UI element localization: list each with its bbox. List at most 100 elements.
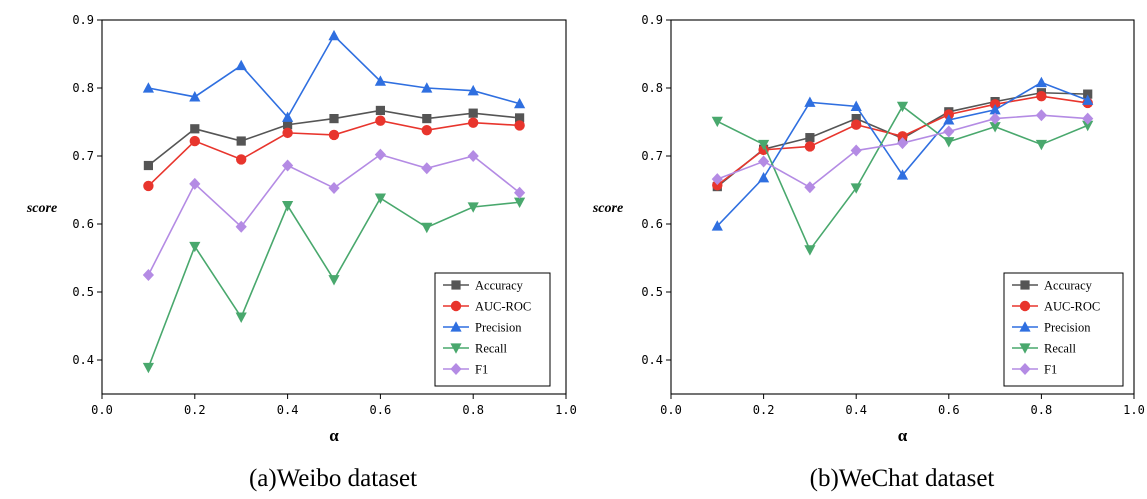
data-point-f1: [804, 181, 816, 194]
data-point-auc-roc: [189, 135, 200, 147]
data-point-accuracy: [805, 133, 815, 143]
data-point-recall: [189, 241, 201, 253]
y-tick-label: 0.6: [72, 217, 94, 231]
data-point-f1: [374, 148, 386, 161]
y-axis-label: score: [26, 201, 57, 216]
data-point-precision: [943, 114, 955, 125]
x-axis-label: α: [329, 426, 339, 445]
y-tick-label: 0.9: [72, 13, 94, 27]
data-point-precision: [1035, 76, 1047, 88]
legend-marker: [1019, 363, 1031, 375]
y-tick-label: 0.7: [641, 149, 663, 163]
legend-label: Precision: [1044, 321, 1091, 335]
chart-panel-b: 0.4 0.5 0.6 0.7 0.8 0.9 0.0 0.2 0.4 0.6 0.8 1.0 scor…: [592, 13, 1145, 492]
legend-label: Accuracy: [475, 279, 524, 293]
plot-frame: [101, 19, 567, 395]
y-tick-label: 0.5: [72, 285, 94, 299]
x-axis-label: α: [898, 426, 908, 445]
legend: Accuracy AUC-ROC Precision Recall F1: [434, 272, 551, 387]
data-point-f1: [1082, 112, 1094, 125]
legend-marker: [1019, 321, 1031, 332]
legend-label: Recall: [475, 342, 507, 356]
legend-label: AUC-ROC: [475, 300, 531, 314]
data-point-precision: [282, 111, 294, 122]
y-tick-label: 0.9: [641, 13, 663, 27]
data-point-precision: [711, 220, 723, 231]
panel-caption: (b)WeChat dataset: [810, 465, 995, 492]
chart-panel-a: 0.4 0.5 0.6 0.7 0.8 0.9 0.0 0.2 0.4 0.6 0.8 1.0 scor…: [26, 13, 577, 492]
data-point-recall: [896, 101, 909, 113]
legend-label: F1: [1044, 363, 1057, 377]
x-tick-label: 1.0: [1123, 403, 1145, 417]
data-point-recall: [514, 197, 526, 209]
data-point-f1: [1035, 109, 1047, 122]
legend-label: Precision: [475, 321, 522, 335]
y-tick-label: 0.8: [72, 81, 94, 95]
data-point-accuracy: [515, 113, 525, 123]
data-point-f1: [943, 125, 955, 138]
data-point-accuracy: [329, 114, 339, 124]
data-point-recall: [467, 202, 479, 213]
data-point-recall: [1082, 120, 1094, 132]
legend-marker: [450, 343, 462, 354]
x-tick-label: 0.8: [462, 403, 484, 417]
y-tick-label: 0.7: [72, 149, 94, 163]
data-point-recall: [943, 137, 955, 148]
data-point-accuracy: [851, 114, 861, 124]
data-point-precision: [1082, 94, 1094, 105]
legend-marker: [451, 280, 461, 290]
data-point-accuracy: [143, 160, 153, 171]
data-point-f1: [850, 144, 862, 157]
legend-marker: [1019, 343, 1031, 354]
legend-marker: [1020, 280, 1030, 290]
data-point-recall: [1035, 139, 1047, 151]
data-point-f1: [142, 269, 154, 281]
data-point-auc-roc: [375, 115, 386, 126]
data-point-recall: [804, 245, 816, 256]
data-point-precision: [896, 169, 909, 180]
data-point-precision: [328, 29, 340, 41]
y-tick-label: 0.5: [641, 285, 663, 299]
legend-marker: [450, 300, 462, 312]
data-point-f1: [235, 220, 247, 233]
legend-label: Accuracy: [1044, 279, 1093, 293]
data-point-f1: [421, 162, 433, 175]
data-point-auc-roc: [468, 117, 479, 128]
data-point-recall: [235, 312, 247, 323]
data-point-precision: [467, 84, 479, 96]
x-tick-label: 0.6: [938, 403, 960, 417]
y-tick-label: 0.6: [641, 217, 663, 231]
x-tick-label: 0.8: [1031, 403, 1053, 417]
x-tick-label: 0.2: [184, 403, 206, 417]
data-point-auc-roc: [804, 141, 816, 152]
legend: Accuracy AUC-ROC Precision Recall F1: [1003, 272, 1124, 387]
data-point-auc-roc: [514, 120, 525, 131]
series-line-f1: [147, 153, 521, 276]
data-point-recall: [989, 122, 1001, 133]
data-point-precision: [189, 91, 201, 102]
data-point-recall: [758, 139, 770, 151]
data-point-f1: [989, 112, 1001, 125]
plot-frame: [670, 19, 1135, 395]
data-point-accuracy: [283, 120, 293, 130]
data-point-precision: [421, 82, 433, 93]
data-point-auc-roc: [712, 180, 723, 191]
data-point-accuracy: [190, 124, 200, 134]
data-point-recall: [421, 222, 433, 234]
data-point-precision: [804, 96, 816, 107]
x-tick-label: 0.2: [753, 403, 775, 417]
x-tick-label: 1.0: [555, 403, 577, 417]
panel-caption: (a)Weibo dataset: [249, 465, 417, 492]
data-point-accuracy: [422, 114, 432, 124]
data-point-f1: [189, 177, 201, 190]
data-point-auc-roc: [897, 131, 908, 142]
data-point-auc-roc: [282, 127, 293, 139]
x-tick-label: 0.4: [845, 403, 867, 417]
data-point-precision: [374, 75, 386, 86]
data-point-recall: [711, 116, 723, 128]
legend-marker: [1019, 300, 1031, 312]
legend-marker: [450, 363, 462, 375]
data-point-accuracy: [375, 105, 385, 116]
